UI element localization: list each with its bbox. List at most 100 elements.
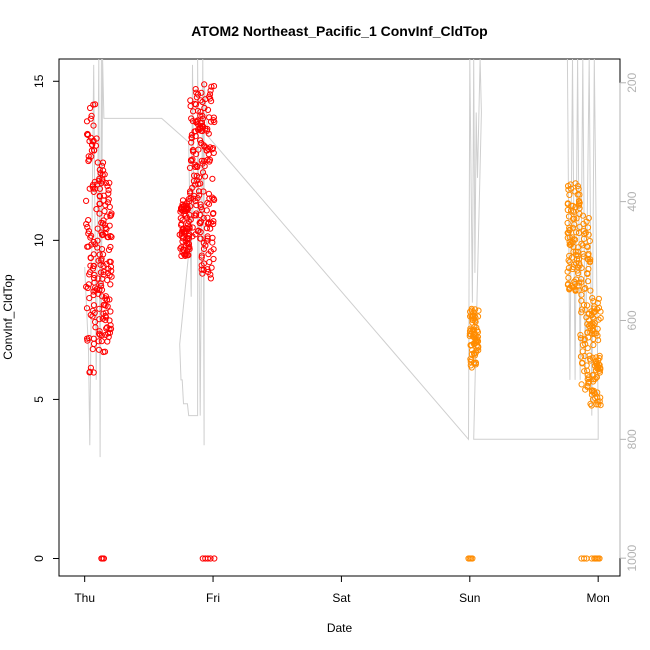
- data-point: [105, 246, 113, 253]
- data-point: [589, 295, 596, 302]
- data-point: [211, 118, 218, 126]
- data-point: [190, 195, 197, 202]
- data-point: [576, 256, 583, 263]
- data-point: [197, 212, 204, 219]
- data-point: [103, 225, 110, 233]
- x-axis-label: Date: [327, 621, 353, 635]
- data-point: [87, 254, 94, 261]
- data-point: [107, 308, 114, 315]
- data-point: [575, 287, 582, 294]
- data-point: [89, 265, 97, 272]
- data-point: [206, 93, 213, 100]
- data-point: [188, 131, 195, 138]
- data-point: [580, 228, 587, 235]
- data-point: [104, 183, 111, 190]
- data-point: [188, 139, 195, 146]
- data-point: [207, 275, 214, 282]
- data-point: [103, 296, 111, 303]
- data-point: [198, 254, 205, 261]
- data-point: [84, 131, 91, 138]
- data-point: [569, 234, 576, 241]
- data-point: [583, 218, 590, 225]
- data-point: [593, 360, 600, 367]
- data-point-zero: [207, 555, 214, 562]
- x-tick-label: Sun: [459, 591, 480, 605]
- data-point: [210, 149, 217, 156]
- data-point: [102, 179, 110, 187]
- data-point: [595, 401, 602, 408]
- data-point: [582, 285, 589, 292]
- data-point: [590, 371, 597, 378]
- data-point: [200, 260, 207, 267]
- data-point: [585, 231, 592, 238]
- data-point: [186, 223, 193, 231]
- data-point: [579, 212, 587, 219]
- data-point: [94, 237, 101, 244]
- data-point: [207, 271, 214, 278]
- data-point: [205, 146, 212, 153]
- data-point: [584, 224, 592, 231]
- data-point: [586, 259, 594, 266]
- data-point: [189, 224, 196, 231]
- data-point-zero: [469, 555, 476, 562]
- data-point: [101, 208, 108, 215]
- data-point: [578, 276, 585, 283]
- data-point: [105, 265, 112, 272]
- data-point: [194, 91, 202, 98]
- data-point: [102, 224, 109, 231]
- data-point: [84, 284, 91, 292]
- data-point: [96, 166, 103, 173]
- data-point: [188, 157, 195, 164]
- data-point: [588, 387, 595, 394]
- data-point: [179, 197, 187, 204]
- data-point: [584, 244, 591, 251]
- data-point: [85, 230, 92, 237]
- data-point: [208, 83, 215, 90]
- data-point: [96, 192, 103, 199]
- y-axis: 0 5 10 15: [32, 74, 60, 562]
- data-point: [594, 299, 601, 307]
- data-point: [98, 286, 106, 293]
- x-tick-label: Sat: [332, 591, 351, 605]
- data-point: [85, 243, 92, 250]
- data-point: [85, 217, 92, 224]
- data-point: [86, 156, 93, 163]
- data-point: [85, 153, 92, 160]
- y-tick-label: 5: [32, 396, 46, 403]
- right-tick-label: 600: [625, 310, 639, 330]
- data-point: [199, 98, 206, 106]
- data-point: [195, 188, 203, 195]
- data-point: [596, 355, 603, 362]
- data-point: [203, 237, 210, 244]
- data-point: [588, 330, 596, 337]
- data-point: [590, 341, 597, 349]
- data-point: [205, 190, 212, 197]
- data-point: [578, 309, 585, 316]
- data-point: [91, 275, 98, 282]
- data-point: [470, 332, 477, 339]
- data-point: [206, 158, 213, 165]
- data-point: [468, 351, 475, 358]
- data-point-zero: [581, 555, 588, 562]
- data-point: [86, 295, 93, 302]
- data-point: [572, 248, 579, 255]
- data-point: [469, 316, 476, 323]
- data-point: [198, 119, 206, 126]
- data-point: [204, 266, 211, 273]
- data-point: [90, 122, 97, 129]
- data-point: [199, 112, 206, 120]
- data-point: [185, 232, 192, 240]
- data-point: [96, 316, 103, 323]
- data-point: [102, 295, 109, 302]
- data-point: [207, 118, 215, 125]
- data-point: [205, 201, 213, 208]
- data-point: [191, 212, 198, 219]
- data-point: [590, 335, 597, 343]
- data-point: [471, 351, 478, 358]
- data-point: [467, 308, 474, 315]
- data-point: [186, 164, 194, 171]
- data-point: [210, 83, 218, 90]
- data-point: [192, 86, 199, 93]
- data-point: [576, 205, 583, 212]
- data-point: [98, 219, 105, 226]
